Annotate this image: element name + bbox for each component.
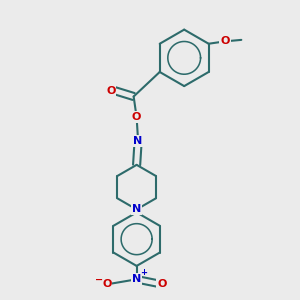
Text: O: O [132, 112, 141, 122]
Text: O: O [157, 279, 167, 289]
Text: O: O [106, 85, 116, 96]
Text: N: N [132, 204, 141, 214]
Text: −: − [94, 275, 103, 285]
Text: O: O [102, 279, 112, 289]
Text: +: + [140, 268, 147, 277]
Text: N: N [132, 274, 141, 284]
Text: O: O [220, 36, 230, 46]
Text: N: N [134, 136, 143, 146]
